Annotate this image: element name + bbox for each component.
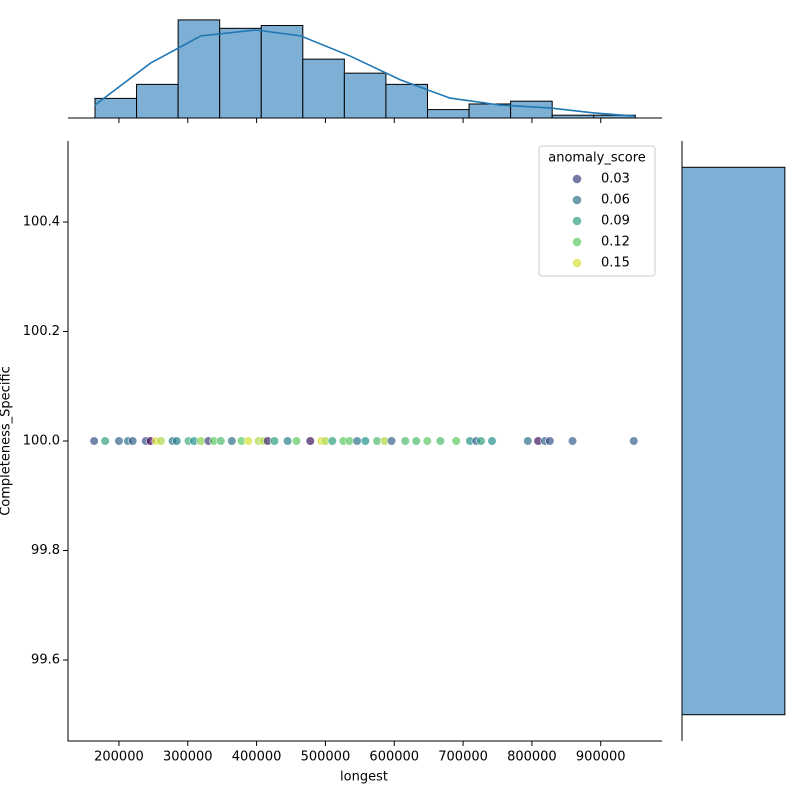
- point: [269, 436, 280, 446]
- legend-marker: [572, 174, 582, 184]
- histogram-bar: [219, 27, 262, 119]
- histogram-bar: [510, 100, 553, 119]
- x-axis-label: longest: [340, 770, 388, 785]
- x-tick-label: 500000: [301, 750, 351, 765]
- point: [89, 436, 99, 446]
- histogram-bar: [385, 83, 428, 119]
- y-axis-label: Completeness_Specific: [0, 366, 14, 516]
- point: [114, 436, 124, 446]
- histogram-bar: [136, 83, 179, 119]
- y-tick-label: 100.2: [23, 324, 60, 339]
- point: [291, 436, 302, 446]
- point: [282, 436, 293, 446]
- histogram-bar: [343, 72, 387, 119]
- x-tick-label: 400000: [232, 750, 282, 765]
- x-tick-label: 200000: [94, 750, 144, 765]
- point: [172, 436, 182, 446]
- x-tick-label: 600000: [369, 750, 419, 765]
- legend: anomaly_score 0.03 0.06 0.09 0.12 0.15: [538, 145, 656, 277]
- point: [567, 436, 578, 446]
- y-tick-label: 99.8: [31, 543, 60, 558]
- legend-marker: [572, 237, 582, 247]
- point: [128, 436, 138, 446]
- histogram-bar: [302, 58, 345, 119]
- legend-label: 0.06: [601, 193, 630, 208]
- histogram-bar: [426, 109, 470, 119]
- point: [422, 436, 432, 446]
- legend-label: 0.15: [601, 256, 630, 271]
- y-tick-label: 99.6: [31, 652, 60, 667]
- point: [523, 436, 533, 446]
- legend-frame: [538, 145, 656, 277]
- legend-marker: [572, 216, 582, 226]
- point: [411, 436, 421, 446]
- point: [400, 436, 410, 446]
- point: [386, 436, 397, 446]
- x-tick-label: 800000: [507, 750, 557, 765]
- point: [243, 436, 253, 446]
- legend-label: 0.03: [601, 172, 630, 187]
- legend-marker: [572, 195, 582, 205]
- x-tick-label: 700000: [438, 750, 488, 765]
- y-tick-label: 100.0: [23, 434, 60, 449]
- point: [227, 436, 237, 446]
- point: [216, 436, 226, 446]
- histogram-bar: [681, 166, 786, 716]
- x-tick-label: 300000: [163, 750, 213, 765]
- point: [476, 436, 486, 446]
- legend-label: 0.09: [601, 214, 630, 229]
- point: [545, 436, 555, 446]
- legend-label: 0.12: [601, 235, 630, 250]
- point: [629, 436, 639, 446]
- x-tick-label: 900000: [576, 750, 626, 765]
- point: [305, 436, 315, 446]
- point: [360, 436, 370, 446]
- point: [352, 436, 362, 446]
- point: [435, 436, 445, 446]
- y-tick-label: 100.4: [23, 215, 60, 230]
- point: [100, 436, 110, 446]
- point: [156, 436, 166, 446]
- point: [451, 436, 461, 446]
- histogram-bar: [94, 97, 138, 119]
- histogram-bar: [260, 25, 304, 119]
- kde-line: [94, 29, 635, 117]
- axis-spine: [67, 141, 662, 742]
- point: [327, 436, 337, 446]
- legend-marker: [572, 258, 582, 268]
- histogram-bar: [551, 114, 595, 119]
- point: [487, 436, 497, 446]
- legend-title: anomaly_score: [548, 151, 646, 166]
